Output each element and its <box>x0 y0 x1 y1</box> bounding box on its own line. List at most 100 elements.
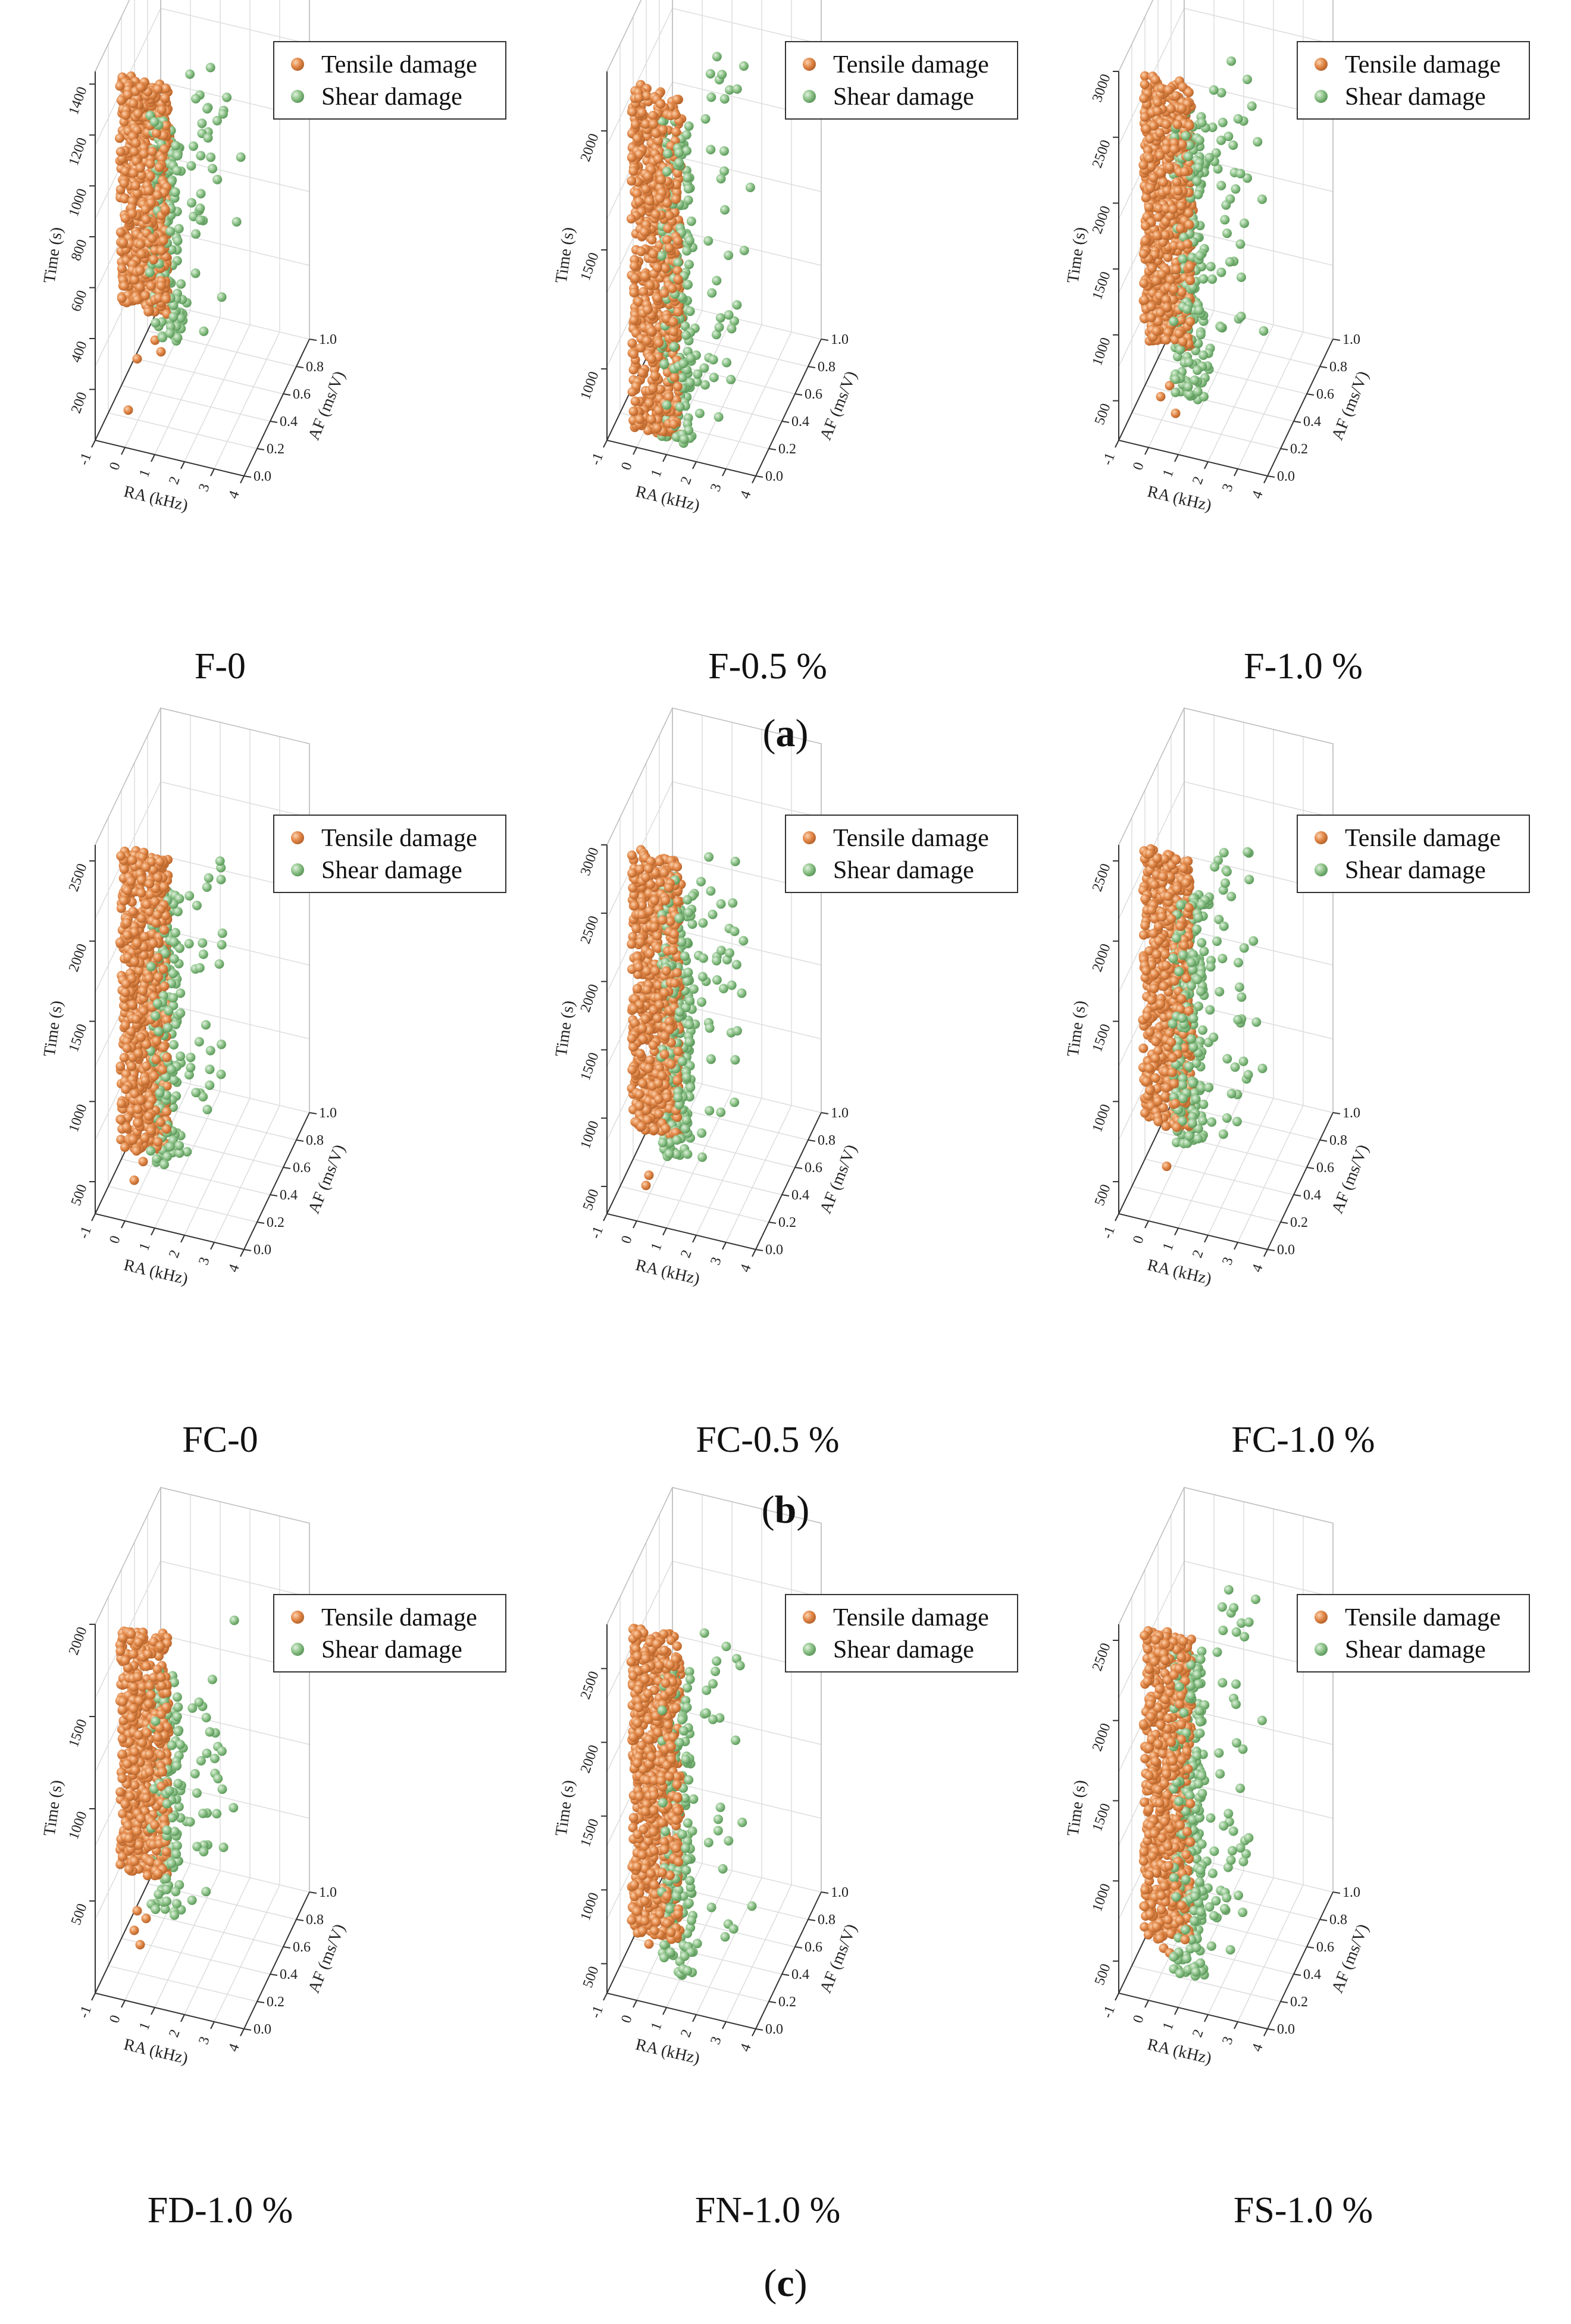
x-tick-label: 4 <box>737 489 755 501</box>
shear-point <box>154 1026 164 1036</box>
tensile-point <box>629 315 639 325</box>
y-tick <box>755 1249 763 1251</box>
x-tick <box>91 440 96 448</box>
y-tick-label: 0.8 <box>1329 1133 1347 1148</box>
shear-point <box>1198 1025 1207 1035</box>
shear-point <box>719 166 729 176</box>
x-tick-label: 4 <box>1249 489 1266 501</box>
x-tick-label: 1 <box>136 468 154 480</box>
x-tick <box>633 1220 637 1229</box>
tensile-point <box>673 236 683 246</box>
shear-point <box>716 899 726 909</box>
tensile-point <box>668 945 678 956</box>
tensile-point <box>139 149 149 159</box>
tensile-point <box>648 1040 658 1050</box>
tensile-point <box>1162 302 1172 312</box>
tensile-point <box>159 981 170 991</box>
shear-point <box>158 333 168 343</box>
tensile-point <box>660 263 670 273</box>
tensile-point <box>643 864 653 874</box>
x-tick <box>1204 461 1209 469</box>
tensile-point <box>135 266 145 275</box>
shear-point <box>1234 982 1244 992</box>
tensile-point <box>117 264 127 274</box>
tensile-point <box>123 90 133 100</box>
tensile-point <box>123 885 132 895</box>
z-tick-label: 3000 <box>578 845 602 878</box>
tensile-point <box>641 1180 651 1191</box>
tensile-point <box>121 1084 131 1094</box>
tensile-point <box>115 227 126 237</box>
scatter-points <box>626 52 755 448</box>
shear-point <box>675 402 685 412</box>
shear-point <box>732 1026 742 1036</box>
tensile-point <box>672 897 683 907</box>
shear-point <box>1225 257 1235 267</box>
y-tick-label: 0.2 <box>778 441 796 457</box>
y-tick-label: 0.0 <box>1277 1242 1295 1258</box>
tensile-point <box>1176 201 1186 211</box>
y-tick <box>256 1221 265 1224</box>
shear-point <box>706 886 716 896</box>
tensile-point <box>636 246 646 256</box>
tensile-point <box>161 1124 171 1134</box>
shear-point <box>182 1147 192 1157</box>
tensile-point <box>1163 327 1173 337</box>
shear-point <box>1207 1117 1217 1127</box>
tensile-point <box>140 1133 150 1143</box>
x-tick-label: 1 <box>648 468 665 480</box>
shear-point <box>162 1151 172 1161</box>
tensile-point <box>158 236 168 246</box>
shear-point <box>1194 135 1204 145</box>
shear-point <box>1243 173 1252 183</box>
tensile-point <box>140 932 150 942</box>
tensile-point <box>153 84 163 94</box>
x-axis-label: RA (kHz) <box>1146 483 1213 515</box>
x-tick-label: 3 <box>196 1255 213 1267</box>
shear-point <box>173 333 183 343</box>
shear-point <box>677 1056 687 1066</box>
shear-point <box>1253 137 1263 147</box>
x-tick-label: -1 <box>1100 1224 1118 1241</box>
tensile-point <box>155 857 165 867</box>
shear-point <box>1259 326 1269 336</box>
tensile-point <box>647 235 657 245</box>
tensile-point <box>1141 221 1150 231</box>
tensile-point <box>630 120 640 130</box>
tensile-point <box>1161 335 1171 345</box>
tensile-point <box>655 193 665 203</box>
shear-point <box>146 1146 156 1156</box>
tensile-point <box>636 343 646 353</box>
tensile-point <box>1162 186 1172 196</box>
y-tick-label: 0.6 <box>293 387 311 402</box>
tensile-point <box>1146 302 1156 312</box>
tensile-point <box>141 214 151 224</box>
tensile-point <box>1178 337 1188 347</box>
tensile-point <box>128 1135 138 1145</box>
tensile-point <box>137 875 146 885</box>
tensile-point <box>640 1014 650 1024</box>
shear-point <box>175 943 184 953</box>
tensile-point <box>1169 241 1179 251</box>
shear-point <box>1199 946 1209 956</box>
shear-point <box>712 275 722 286</box>
shear-point <box>173 907 183 917</box>
shear-point <box>706 92 716 102</box>
shear-point <box>684 1020 694 1030</box>
shear-point <box>1218 954 1228 963</box>
tensile-point <box>151 918 161 928</box>
x-axis-label: RA (kHz) <box>634 1256 702 1289</box>
tensile-point <box>120 166 130 176</box>
tensile-point <box>634 149 644 159</box>
x-tick-label: 4 <box>1249 1263 1266 1274</box>
tensile-point <box>650 868 661 878</box>
tensile-point <box>653 1078 664 1088</box>
z-tick-label: 400 <box>68 339 90 365</box>
x-tick-label: 0 <box>618 461 636 472</box>
legend-shear-label: Shear damage <box>833 857 974 884</box>
shear-point <box>151 1011 161 1021</box>
shear-point <box>697 1128 707 1138</box>
tensile-point <box>154 972 164 982</box>
shear-point <box>1185 140 1195 151</box>
tensile-point <box>1153 98 1163 108</box>
